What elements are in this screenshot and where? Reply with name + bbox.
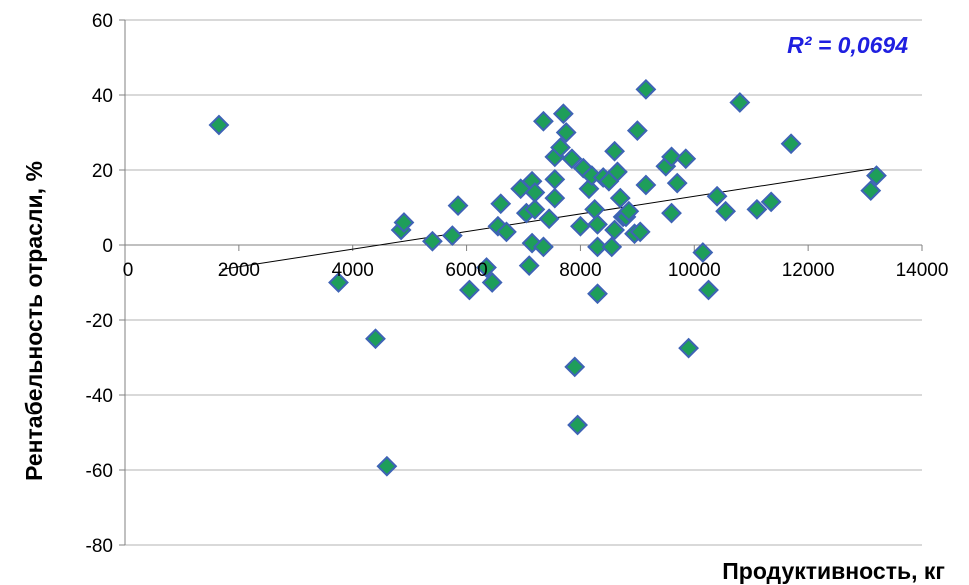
data-point-marker [533,110,554,132]
x-tick-label: 10000 [668,260,721,281]
data-point-marker [567,414,588,436]
data-point-marker [678,337,700,359]
data-point-marker [715,200,737,222]
tick-labels: -80 -60 -40 -20 0 20 40 60 0 2000 4000 6000 8000 1000… [86,11,949,557]
y-tick-label: 20 [92,161,113,182]
data-point-marker [601,236,623,258]
data-point-marker [365,328,386,350]
y-axis-title: Рентабельность отрасли, % [21,161,47,481]
data-point-marker [609,187,631,209]
axes [119,19,923,546]
data-point-marker [496,221,517,243]
data-point-marker [629,221,651,243]
data-point-marker [518,255,540,277]
data-point-marker [666,172,688,194]
data-point-marker [692,242,714,263]
data-point-marker [607,161,628,183]
data-point-marker [447,195,469,217]
data-point-marker [441,225,463,247]
r-squared-annotation: R² = 0,0694 [787,32,908,58]
data-points [208,78,887,477]
data-point-marker [476,257,497,278]
data-point-marker [780,133,802,155]
data-point-marker [544,168,566,190]
data-point-marker [604,219,625,241]
data-point-marker [538,208,560,230]
data-point-marker [524,198,546,220]
data-point-marker [618,200,640,222]
x-tick-label: 12000 [782,260,835,281]
y-tick-label: -80 [86,536,113,557]
x-axis-title: Продуктивность, кг [722,558,945,584]
data-point-marker [376,455,398,477]
data-point-marker [604,140,625,162]
y-tick-label: -20 [86,311,113,332]
data-point-marker [729,92,751,113]
data-point-marker [626,120,648,142]
data-point-marker [524,182,546,203]
gridlines [125,19,922,546]
data-point-marker [490,193,512,215]
data-point-marker [661,146,682,168]
data-point-marker [393,212,415,233]
data-point-marker [584,198,606,220]
data-point-marker [533,236,554,258]
x-tick-label: 8000 [559,260,601,281]
data-point-marker [422,230,443,252]
data-point-marker [635,174,657,196]
data-point-marker [587,283,608,305]
data-point-marker [564,356,586,378]
data-point-marker [552,103,574,125]
data-point-marker [635,78,657,100]
x-tick-label: 6000 [445,260,487,281]
y-tick-label: 40 [92,86,113,107]
y-tick-label: -40 [86,386,113,407]
data-point-marker [544,187,566,209]
y-tick-label: -60 [86,461,113,482]
data-point-marker [555,122,577,143]
data-point-marker [746,198,768,220]
data-point-marker [760,191,782,213]
data-point-marker [561,148,583,170]
y-tick-label: 0 [102,236,113,257]
x-tick-label: 0 [123,260,134,281]
x-tick-label: 14000 [896,260,949,281]
data-point-marker [675,148,697,170]
data-point-marker [587,213,608,235]
data-point-marker [208,114,230,136]
data-point-marker [587,236,608,258]
data-point-marker [860,180,882,202]
y-tick-label: 60 [92,11,113,32]
data-point-marker [706,185,728,207]
data-point-marker [550,137,571,158]
data-point-marker [481,272,503,293]
x-tick-label: 4000 [332,260,374,281]
data-point-marker [698,279,719,301]
data-point-marker [570,215,591,237]
data-point-marker [328,272,349,293]
data-point-marker [459,279,480,301]
data-point-marker [661,202,682,224]
x-tick-label: 2000 [218,260,260,281]
data-point-marker [866,165,887,187]
